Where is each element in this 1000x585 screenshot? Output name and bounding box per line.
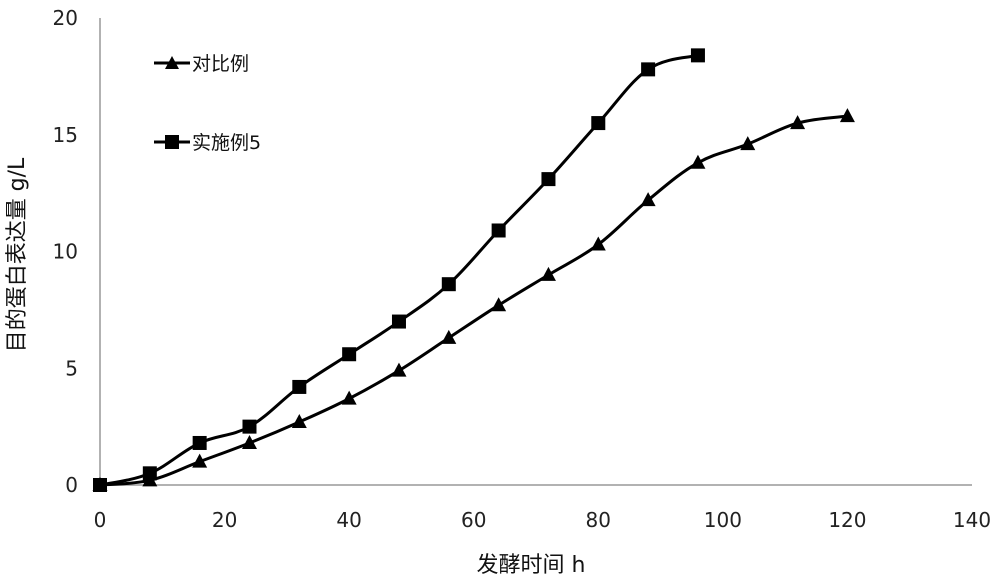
legend: 对比例 实施例5 bbox=[154, 53, 261, 154]
data-point-triangle bbox=[341, 390, 357, 405]
y-tick-label: 0 bbox=[65, 473, 78, 497]
data-point-triangle bbox=[291, 413, 307, 428]
legend-marker-square bbox=[165, 135, 179, 149]
x-tick-label: 20 bbox=[212, 508, 237, 532]
legend-label-example5: 实施例5 bbox=[192, 132, 261, 154]
data-point-triangle bbox=[540, 266, 556, 281]
data-point-square bbox=[93, 478, 107, 492]
data-point-square bbox=[292, 379, 307, 394]
data-point-triangle bbox=[241, 434, 257, 449]
x-tick-label: 0 bbox=[94, 508, 107, 532]
series-line bbox=[99, 114, 848, 487]
data-point-triangle bbox=[839, 108, 855, 123]
series-layer bbox=[92, 48, 855, 492]
data-point-triangle bbox=[740, 136, 756, 151]
data-point-square bbox=[242, 419, 257, 434]
y-tick-labels: 0 5 10 15 20 bbox=[53, 6, 78, 497]
data-point-square bbox=[391, 314, 406, 329]
legend-label-comparative: 对比例 bbox=[192, 53, 249, 75]
data-point-triangle bbox=[640, 192, 656, 207]
data-point-triangle bbox=[192, 453, 208, 468]
series-comparative bbox=[92, 108, 855, 491]
data-point-square bbox=[541, 172, 556, 187]
x-tick-label: 60 bbox=[461, 508, 486, 532]
y-tick-label: 5 bbox=[65, 356, 78, 380]
axes bbox=[99, 18, 972, 486]
series-line bbox=[99, 53, 699, 487]
data-point-triangle bbox=[690, 154, 706, 169]
legend-item-comparative: 对比例 bbox=[154, 53, 249, 75]
x-tick-label: 120 bbox=[828, 508, 866, 532]
y-tick-label: 15 bbox=[53, 123, 78, 147]
data-point-square bbox=[192, 435, 207, 450]
x-tick-label: 140 bbox=[953, 508, 991, 532]
legend-marker-triangle bbox=[165, 56, 179, 69]
y-tick-label: 20 bbox=[53, 6, 78, 30]
x-tick-label: 80 bbox=[586, 508, 611, 532]
data-point-square bbox=[591, 116, 606, 131]
legend-item-example5: 实施例5 bbox=[154, 132, 261, 154]
data-point-square bbox=[342, 347, 357, 362]
data-point-square bbox=[690, 48, 705, 63]
x-axis-title: 发酵时间 h bbox=[477, 553, 586, 578]
data-point-triangle bbox=[491, 297, 507, 312]
data-point-square bbox=[441, 277, 456, 292]
data-point-square bbox=[142, 466, 157, 481]
data-point-triangle bbox=[590, 236, 606, 251]
data-point-triangle bbox=[391, 362, 407, 377]
x-tick-label: 40 bbox=[336, 508, 361, 532]
data-point-triangle bbox=[441, 329, 457, 344]
y-axis-title: 目的蛋白表达量 g/L bbox=[5, 157, 30, 352]
series-example5 bbox=[93, 48, 705, 492]
data-point-triangle bbox=[790, 115, 806, 130]
x-tick-labels: 0 20 40 60 80 100 120 140 bbox=[94, 508, 991, 532]
data-point-square bbox=[641, 62, 656, 77]
data-point-square bbox=[491, 223, 506, 238]
x-tick-label: 100 bbox=[704, 508, 742, 532]
y-tick-label: 10 bbox=[53, 240, 78, 264]
